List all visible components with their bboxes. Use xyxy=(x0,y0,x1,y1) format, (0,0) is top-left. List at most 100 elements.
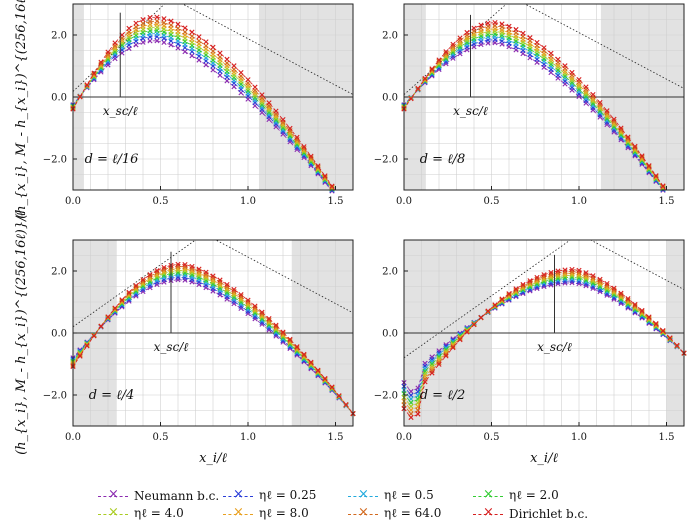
y-tick-label: 2.0 xyxy=(382,31,398,42)
series-point xyxy=(217,54,223,60)
series-point xyxy=(315,367,321,373)
series-point xyxy=(604,282,610,289)
series-point xyxy=(322,173,328,179)
series-point xyxy=(252,314,258,320)
series-point xyxy=(161,39,167,46)
series-point xyxy=(196,38,202,44)
series-point xyxy=(84,82,90,88)
series-point xyxy=(210,275,216,281)
series-point xyxy=(548,269,554,276)
series-point xyxy=(224,56,230,62)
series-point xyxy=(597,110,603,116)
series-point xyxy=(646,315,652,321)
series-point xyxy=(112,45,118,51)
series-point xyxy=(182,25,188,31)
series-point xyxy=(485,20,491,26)
series-point xyxy=(224,281,230,288)
series-point xyxy=(632,143,638,149)
series-point xyxy=(252,303,258,309)
series-point xyxy=(210,48,216,54)
series-point xyxy=(245,77,251,83)
series-point xyxy=(231,294,237,300)
series-point xyxy=(436,361,442,367)
series-line xyxy=(73,268,353,414)
series-point xyxy=(294,134,300,140)
series-point xyxy=(597,99,603,106)
series-point xyxy=(646,316,652,322)
series-point xyxy=(443,353,449,359)
series-point xyxy=(238,292,244,298)
legend-swatch-icon: × xyxy=(98,505,128,520)
series-point xyxy=(583,270,589,276)
series-point xyxy=(569,69,575,76)
legend-item: × ηℓ = 0.5 xyxy=(348,487,473,503)
series-point xyxy=(301,352,307,358)
series-point xyxy=(443,49,449,55)
series-point xyxy=(147,273,153,280)
legend-item: × Dirichlet b.c. xyxy=(473,505,598,521)
y-tick-label: 2.0 xyxy=(51,267,67,278)
series-point xyxy=(308,155,314,161)
y-tick-label: 0.0 xyxy=(382,93,398,104)
series-point xyxy=(196,34,202,40)
series-point xyxy=(336,393,342,399)
series-point xyxy=(294,345,300,351)
series-point xyxy=(415,85,421,91)
series-point xyxy=(457,337,463,343)
series-point xyxy=(597,108,603,114)
series-point xyxy=(667,335,673,341)
series-point xyxy=(245,301,251,307)
series-point xyxy=(527,278,533,284)
series-point xyxy=(266,315,272,322)
chart-panel-bottom-left: x_sc/ℓd = ℓ/4 0.0 0.5 1.0 1.5 −2.0 0.0 2.0 (h_{x… xyxy=(14,211,356,466)
guide-line xyxy=(73,240,353,328)
series-point xyxy=(506,23,512,29)
legend: × Neumann b.c. × ηℓ = 0.25 × ηℓ = 0.5 × … xyxy=(98,487,658,521)
series-line xyxy=(73,16,336,190)
series-point xyxy=(105,314,111,320)
series-point xyxy=(189,33,195,39)
y-tick-label: 0.0 xyxy=(382,329,398,340)
series-point xyxy=(590,91,596,98)
series-point xyxy=(252,305,258,311)
series-point xyxy=(436,350,442,356)
series-point xyxy=(273,322,279,328)
series-point xyxy=(133,284,139,290)
series-point xyxy=(245,299,251,305)
series-point xyxy=(436,348,442,354)
series-point xyxy=(140,278,146,284)
series-point xyxy=(408,400,414,406)
series-point xyxy=(653,174,659,181)
series-point xyxy=(210,44,216,50)
series-point xyxy=(112,53,118,59)
y-tick-label: 0.0 xyxy=(51,329,67,340)
series-point xyxy=(408,403,414,409)
series-point xyxy=(576,84,582,90)
series-point xyxy=(611,116,617,122)
series-point xyxy=(161,16,167,22)
series-point xyxy=(562,63,568,69)
series-point xyxy=(520,283,526,289)
series-point xyxy=(597,276,603,282)
series-point xyxy=(408,96,414,102)
x-tick-label: 1.0 xyxy=(571,196,587,207)
series-point xyxy=(436,356,442,362)
legend-label: Neumann b.c. xyxy=(134,488,220,503)
legend-label: ηℓ = 64.0 xyxy=(384,506,442,520)
series-point xyxy=(154,267,160,274)
series-point xyxy=(294,344,300,350)
series-point xyxy=(639,307,645,314)
series-point xyxy=(583,272,589,278)
series-point xyxy=(576,267,582,273)
y-tick-label: 2.0 xyxy=(382,267,398,278)
series-point xyxy=(280,125,286,131)
series-point xyxy=(408,392,414,398)
legend-swatch-icon: × xyxy=(223,505,253,520)
series-point xyxy=(168,22,174,28)
y-tick-label: 0.0 xyxy=(51,93,67,104)
series-point xyxy=(224,60,230,66)
x-tick-label: 0.0 xyxy=(65,196,81,207)
series-point xyxy=(597,106,603,112)
series-point xyxy=(273,121,279,127)
series-point xyxy=(203,43,209,49)
